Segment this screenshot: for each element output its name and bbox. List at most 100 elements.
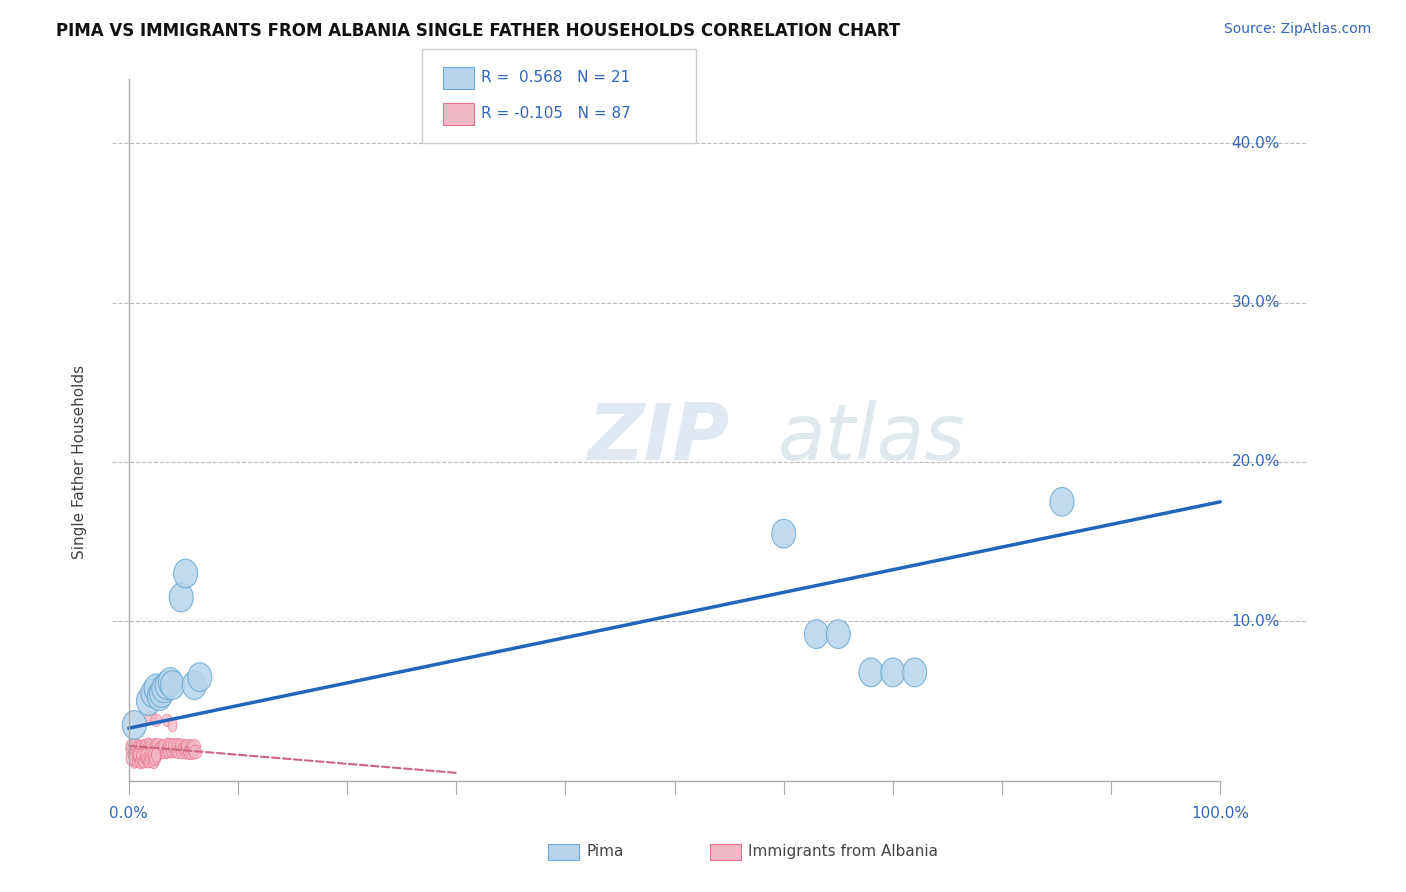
Ellipse shape [143,756,152,768]
Ellipse shape [135,745,145,759]
Ellipse shape [146,743,156,755]
Ellipse shape [129,739,141,753]
Ellipse shape [128,746,138,758]
Ellipse shape [145,674,169,703]
Ellipse shape [180,739,188,752]
Ellipse shape [141,747,152,758]
Ellipse shape [159,746,167,758]
Ellipse shape [880,658,905,687]
Text: 100.0%: 100.0% [1191,805,1250,821]
Ellipse shape [152,743,163,755]
Ellipse shape [150,714,162,726]
Ellipse shape [188,663,212,691]
Text: 30.0%: 30.0% [1232,295,1279,310]
Ellipse shape [136,750,148,766]
Ellipse shape [134,752,143,764]
Ellipse shape [141,739,150,753]
Ellipse shape [129,755,139,768]
Ellipse shape [136,687,160,715]
Ellipse shape [157,739,166,752]
Text: 40.0%: 40.0% [1232,136,1279,151]
Ellipse shape [859,658,883,687]
Ellipse shape [135,743,146,756]
Ellipse shape [169,718,177,732]
Ellipse shape [142,752,155,764]
Ellipse shape [150,739,160,753]
Ellipse shape [135,755,146,769]
Ellipse shape [172,739,184,753]
Ellipse shape [152,739,165,753]
Text: Pima: Pima [586,845,624,859]
Ellipse shape [127,739,138,753]
Ellipse shape [149,755,159,769]
Ellipse shape [187,741,200,756]
Ellipse shape [155,741,166,756]
Ellipse shape [181,745,190,759]
Ellipse shape [162,741,172,756]
Ellipse shape [155,671,179,699]
Ellipse shape [176,746,188,759]
Ellipse shape [139,756,149,768]
Ellipse shape [188,739,201,752]
Ellipse shape [153,744,166,760]
Ellipse shape [141,748,152,762]
Ellipse shape [169,743,179,755]
Ellipse shape [181,742,191,756]
Ellipse shape [186,743,195,755]
Text: R = -0.105   N = 87: R = -0.105 N = 87 [481,106,631,120]
Ellipse shape [127,741,136,756]
Ellipse shape [149,741,159,756]
Text: R =  0.568   N = 21: R = 0.568 N = 21 [481,70,630,85]
Ellipse shape [166,739,177,753]
Ellipse shape [128,749,138,761]
Ellipse shape [1050,487,1074,516]
Ellipse shape [181,739,194,752]
Ellipse shape [162,714,172,726]
Ellipse shape [166,747,179,758]
Text: atlas: atlas [779,400,966,476]
Ellipse shape [145,712,156,723]
Ellipse shape [127,751,138,766]
Text: ZIP: ZIP [588,400,730,476]
Ellipse shape [146,751,157,766]
Ellipse shape [160,671,184,699]
Text: PIMA VS IMMIGRANTS FROM ALBANIA SINGLE FATHER HOUSEHOLDS CORRELATION CHART: PIMA VS IMMIGRANTS FROM ALBANIA SINGLE F… [56,22,900,40]
Ellipse shape [169,739,181,753]
Ellipse shape [136,739,148,752]
Text: Source: ZipAtlas.com: Source: ZipAtlas.com [1223,22,1371,37]
Ellipse shape [163,746,176,758]
Ellipse shape [186,745,198,760]
Ellipse shape [173,746,186,759]
Ellipse shape [179,742,188,756]
Ellipse shape [190,745,201,759]
Ellipse shape [148,746,157,759]
Ellipse shape [145,748,155,762]
Ellipse shape [152,674,176,703]
Ellipse shape [184,745,194,759]
Ellipse shape [129,741,139,756]
Ellipse shape [136,749,149,762]
Ellipse shape [159,743,169,756]
Text: 0.0%: 0.0% [110,805,148,821]
Ellipse shape [772,519,796,548]
Ellipse shape [149,752,160,765]
Text: Immigrants from Albania: Immigrants from Albania [748,845,938,859]
Ellipse shape [134,749,146,762]
Ellipse shape [132,756,143,768]
Ellipse shape [172,742,181,756]
Ellipse shape [150,745,162,759]
Ellipse shape [170,747,181,758]
Ellipse shape [141,753,150,764]
Ellipse shape [166,741,174,756]
Ellipse shape [160,745,172,759]
Ellipse shape [183,671,207,699]
Ellipse shape [148,682,172,711]
Text: Single Father Households: Single Father Households [72,365,87,559]
Text: 10.0%: 10.0% [1232,614,1279,629]
Ellipse shape [148,748,157,763]
Ellipse shape [146,739,157,752]
Ellipse shape [159,667,183,697]
Ellipse shape [903,658,927,687]
Ellipse shape [139,741,149,756]
Ellipse shape [141,679,165,707]
